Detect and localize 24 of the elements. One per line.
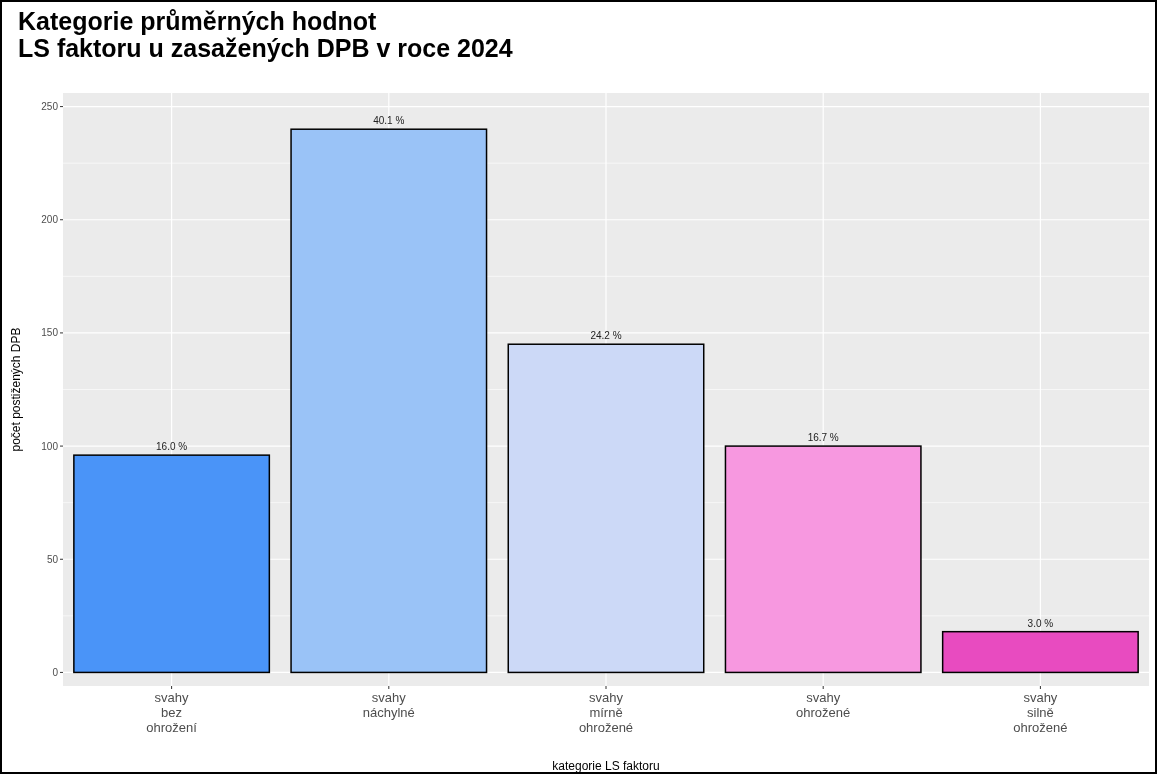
x-tick-label: svahy ohrožené xyxy=(796,690,851,720)
y-tick-label: 250 xyxy=(41,101,59,113)
annotation: 40.1 % xyxy=(373,115,405,127)
x-tick-label: svahy mírně ohrožené xyxy=(578,690,634,735)
y-tick-label: 0 xyxy=(52,666,59,678)
bar xyxy=(290,128,488,674)
x-tick-label: svahy silně ohrožené xyxy=(1013,690,1068,735)
x-axis-title: kategorie LS faktoru xyxy=(552,759,660,773)
y-tick-label: 200 xyxy=(41,214,59,226)
annotation: 16.7 % xyxy=(807,432,839,444)
chart-title: Kategorie průměrných hodnot LS faktoru u zasažených DPB v roce 2024 xyxy=(18,7,513,62)
x-tick-label: svahy náchylné xyxy=(362,690,415,720)
annotation: 24.2 % xyxy=(590,330,622,342)
bar xyxy=(941,630,1139,674)
x-tick-label: svahy bez ohrožení xyxy=(146,690,198,735)
bar xyxy=(507,343,705,674)
y-tick-label: 150 xyxy=(41,327,59,339)
bar xyxy=(73,454,271,674)
bar xyxy=(724,445,922,674)
y-axis-title: počet postižených DPB xyxy=(9,327,23,452)
annotation: 3.0 % xyxy=(1027,617,1054,629)
y-tick-label: 50 xyxy=(46,553,59,565)
y-tick-label: 100 xyxy=(41,440,59,452)
annotation: 16.0 % xyxy=(156,441,188,453)
